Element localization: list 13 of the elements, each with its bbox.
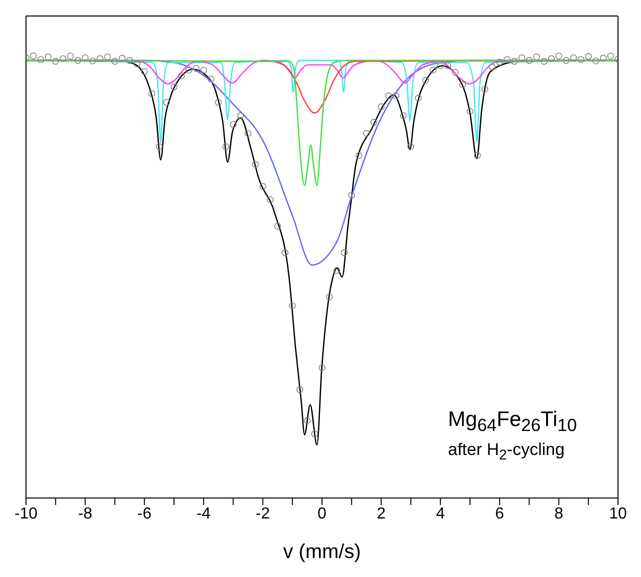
x-tick-label: -2 (256, 505, 270, 522)
x-tick-label: -8 (78, 505, 92, 522)
x-tick-label: -6 (137, 505, 152, 522)
x-tick-label: -4 (196, 505, 211, 522)
x-axis-title: v (mm/s) (283, 541, 361, 563)
x-tick-label: 0 (318, 505, 327, 522)
x-tick-label: 10 (609, 505, 627, 522)
sample-label: Mg$_{64}$Fe$_{26}$Ti$_{10}$ after H$_{2}$-cycling (448, 408, 577, 466)
x-tick-label: 2 (376, 505, 386, 522)
x-tick-label: 4 (436, 505, 445, 522)
x-tick-label: -10 (14, 505, 38, 522)
x-tick-label: 6 (495, 505, 504, 522)
x-tick-label: 8 (554, 505, 564, 522)
